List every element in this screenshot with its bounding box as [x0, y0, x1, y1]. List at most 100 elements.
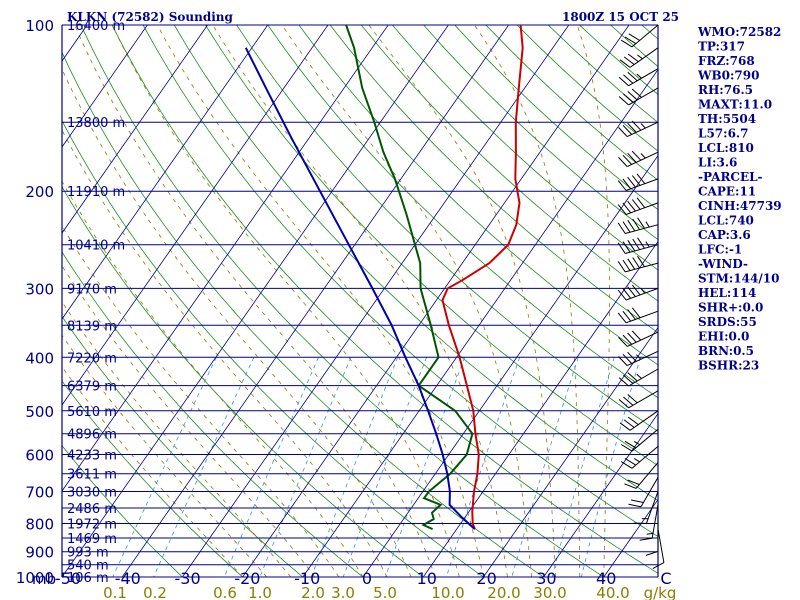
wind-barb-flag — [631, 284, 641, 296]
mixing-ratio-label: 0.1 — [103, 584, 127, 600]
index-entry: LI:3.6 — [698, 156, 737, 170]
wind-barb — [618, 350, 659, 367]
index-entry: EHI:0.0 — [698, 330, 749, 344]
wind-barb — [620, 428, 659, 452]
height-label: 11910 m — [67, 185, 125, 200]
wind-barb-flag — [636, 173, 646, 185]
mixing-ratio-line — [153, 357, 255, 577]
wind-barb — [617, 237, 659, 254]
isotherm-line — [62, 25, 269, 320]
mixing-ratio-line — [259, 357, 352, 577]
mixing-ratio-label: 30.0 — [533, 584, 566, 600]
axis-labels: 16400 m 13800 m 11910 m 10410 m 9170 m 8139 m… — [16, 17, 677, 600]
station-title: KLKN (72582) Sounding — [67, 10, 234, 24]
mixing-ratio-label: 2.0 — [301, 584, 325, 600]
wind-barb-flag — [631, 88, 642, 98]
wind-barb-shaft — [645, 491, 659, 524]
wind-barb-flag — [627, 479, 640, 486]
index-entry: RH:76.5 — [698, 83, 753, 97]
wind-barb-shaft — [625, 310, 659, 324]
index-entry: CAPE:11 — [698, 185, 756, 199]
wind-barb — [618, 390, 659, 409]
wind-barb-flag — [623, 419, 635, 428]
wind-barb-flag — [617, 180, 627, 191]
mixing-ratio-label: 0.6 — [213, 584, 237, 600]
wind-barb-flag — [617, 261, 626, 273]
wind-barb — [617, 255, 659, 273]
wind-barb-flag — [622, 154, 633, 165]
isotherm-line — [62, 25, 449, 577]
wind-barb-flag — [624, 440, 637, 449]
index-entry: BSHR:23 — [698, 359, 759, 373]
index-entry: -WIND- — [698, 257, 748, 271]
wind-barb-flag — [618, 336, 628, 347]
wind-barb-flag — [618, 96, 629, 106]
wind-barb — [618, 330, 659, 347]
parcel-profile — [244, 47, 476, 530]
isotherm-line — [483, 326, 658, 577]
wind-barb — [617, 197, 659, 215]
index-entry: SHR+:0.0 — [698, 301, 763, 315]
wind-barb — [620, 446, 659, 469]
dewpoint-profile — [345, 25, 474, 531]
wind-barb-shaft — [657, 529, 665, 563]
wind-barb-half-flag — [636, 354, 642, 360]
index-entry: -PARCEL- — [698, 170, 763, 184]
wind-barb — [618, 68, 659, 87]
wind-barb-flag — [622, 178, 632, 190]
pressure-tick-label: 800 — [25, 516, 54, 534]
isotherm-line — [302, 68, 658, 577]
wind-barb-shaft — [631, 24, 659, 48]
temperature-tick-label: 30 — [536, 569, 556, 588]
mixing-ratio-line — [342, 357, 427, 577]
index-entry: FRZ:768 — [698, 54, 755, 68]
wind-barb-shaft — [626, 121, 659, 138]
isobars — [61, 24, 659, 578]
pressure-tick-label: 900 — [25, 544, 54, 562]
wind-barb-flag — [632, 257, 641, 269]
wind-barb — [652, 529, 665, 570]
wind-barb-flag — [627, 351, 637, 362]
wind-barb-flag — [645, 550, 659, 556]
wind-barb-flag — [637, 217, 645, 229]
wind-barb-flag — [639, 537, 653, 541]
wind-barb — [645, 517, 659, 556]
wind-barb-shaft — [625, 262, 659, 273]
pressure-tick-label: 400 — [25, 349, 54, 367]
wind-barb-flag — [617, 204, 627, 215]
wind-barb-flag — [627, 394, 638, 404]
wind-barb-shaft — [628, 390, 659, 409]
wind-barbs — [617, 24, 665, 570]
wind-barb-shaft — [626, 331, 659, 347]
wind-barb-shaft — [625, 287, 659, 301]
height-label: 6379 m — [67, 380, 117, 395]
wind-barb-shaft — [631, 446, 659, 469]
isotherm-line — [62, 25, 329, 406]
wind-barb — [617, 173, 659, 191]
wind-barb-flag — [622, 334, 633, 345]
wind-barb-flag — [620, 39, 633, 48]
wind-barb-flag — [627, 240, 636, 252]
moist-adiabat-line — [111, 25, 460, 577]
mixing-ratio-lines — [112, 357, 641, 577]
wind-barb-shaft — [651, 504, 659, 539]
wind-barb — [639, 504, 659, 541]
wind-barb-flag — [627, 220, 636, 232]
wind-barb-flag — [627, 91, 638, 101]
wind-barb — [618, 87, 659, 106]
mixing-ratio-line — [310, 357, 399, 577]
wind-barb-flag — [637, 255, 645, 267]
wind-barb-flag — [632, 218, 641, 230]
temperature-profile — [441, 25, 524, 530]
wind-barb-flag — [627, 372, 638, 382]
wind-barb-flag — [619, 422, 631, 431]
temperature-tick-label: -50 — [55, 569, 81, 588]
wind-barb-flag — [636, 197, 646, 209]
index-entry: STM:144/10 — [698, 272, 779, 286]
wind-barb — [617, 217, 659, 234]
wind-barb-flag — [622, 259, 631, 271]
wind-barb-shaft — [629, 410, 659, 431]
height-label: 106 m — [67, 571, 109, 586]
wind-barb-flag — [624, 483, 637, 489]
